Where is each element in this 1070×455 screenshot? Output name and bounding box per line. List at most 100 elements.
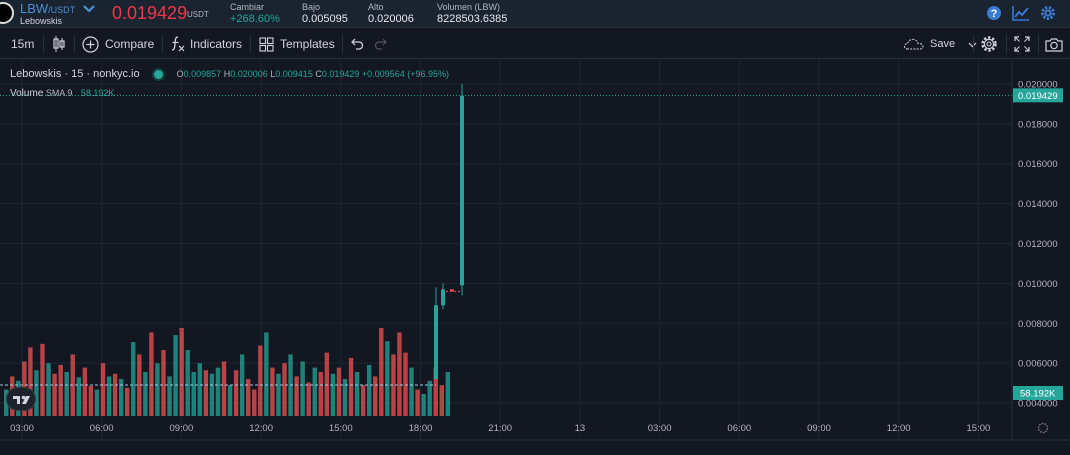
stat-high: Alto 0.020006 [368,2,414,25]
undo-icon [351,38,364,50]
candle-body [441,289,445,306]
pair-quote: /USDT [48,5,76,15]
volume-bar [112,373,118,416]
settings-icon[interactable] [1040,5,1056,21]
time-tick-label: 09:00 [170,423,194,434]
volume-bar [336,367,342,416]
volume-bar [391,354,396,416]
candle-body [460,95,464,286]
camera-icon [1045,37,1063,52]
price-tick-label: 0.012000 [1018,239,1058,250]
volume-bar [367,364,372,416]
tradingview-logo-icon [13,395,30,404]
chart-grid [0,60,1012,440]
series-title: Lebowskis · 15 · nonkyc.io [10,68,140,80]
fullscreen-button[interactable] [1014,29,1030,59]
tradingview-logo[interactable] [6,387,36,411]
volume-bar [76,377,81,416]
volume-bar [403,352,408,416]
volume-bar [258,345,263,416]
candle-body [434,305,438,380]
ohlc-high: 0.020006 [230,69,268,79]
volume-bar [179,328,184,416]
chart-line-icon[interactable] [1012,5,1030,21]
volume-bar [118,379,124,416]
volume-bar [300,361,305,416]
stat-label: Alto [368,2,384,12]
volume-bar [354,372,360,416]
time-tick-label: 15:00 [967,423,991,434]
toolbar-divider [74,35,75,53]
ohlc-high-label: H [223,69,231,79]
ohlc-open-label: O [176,69,184,79]
toolbar-divider [973,35,974,53]
chart-settings-button[interactable] [980,29,998,59]
time-tick-label: 12:00 [887,423,911,434]
price-tick-label: 0.018000 [1018,119,1058,130]
volume-bar [28,347,33,416]
price-chart[interactable]: 0.020000 0.018000 0.016000 0.014000 0.012000… [0,60,1070,455]
toolbar-divider [342,35,343,53]
candles-icon [53,36,65,52]
last-price: 0.019429 [112,3,188,23]
price-unit: USDT [187,10,209,19]
time-axis-settings-icon [1037,422,1049,434]
price-tick-label: 0.004000 [1018,399,1058,410]
compare-button[interactable]: Compare [82,29,154,59]
toolbar-divider [250,35,251,53]
chevron-down-icon[interactable] [968,40,977,49]
price-tick-label: 0.016000 [1018,159,1058,170]
chevron-down-icon[interactable] [82,2,96,16]
stat-change: Cambiar +268.60% [230,2,280,25]
volume-bar [131,342,136,416]
volume-bar [282,363,287,416]
templates-button[interactable]: Templates [259,29,335,59]
price-axis[interactable]: 0.020000 0.018000 0.016000 0.014000 0.012000… [1011,60,1070,455]
redo-button[interactable] [374,29,388,59]
templates-label: Templates [280,37,335,51]
volume-label: Volume [10,88,44,99]
compare-label: Compare [105,37,155,51]
time-tick-label: 18:00 [409,423,433,434]
candle-type-button[interactable] [52,29,66,59]
time-axis[interactable]: 03:00 06:00 09:00 12:00 15:00 18:00 21:00 13 03:… [0,422,1070,441]
volume-bar [397,332,402,416]
volume-bar [276,373,281,416]
series-legend: Lebowskis · 15 · nonkyc.io O0.009857 H0.… [10,68,449,80]
price-tick-label: 0.014000 [1018,199,1058,210]
indicators-button[interactable]: Indicators [170,29,242,59]
ohlc-change: +0.009564 (+96.95%) [361,69,449,79]
stat-volume: Volumen (LBW) 8228503.6385 [437,2,507,25]
snapshot-button[interactable] [1045,29,1063,59]
volume-bar [167,376,172,416]
price-lines [0,94,1012,386]
volume-bar [203,370,209,416]
volume-bar [246,379,251,416]
fullscreen-icon [1014,36,1030,52]
redo-icon [374,38,387,50]
stat-label: Bajo [302,2,321,12]
volume-bar [445,372,451,416]
time-tick-label: 13 [575,423,586,434]
gear-icon [981,36,997,52]
volume-bar [173,335,178,416]
volume-bar [149,332,154,416]
toolbar-divider [43,35,44,53]
save-button[interactable]: Save [903,29,977,59]
interval-button[interactable]: 15m [11,37,35,51]
volume-bar [64,372,69,416]
volume-bar [100,363,106,416]
volume-bar [342,379,348,416]
save-label: Save [930,38,956,50]
volume-bar [233,370,239,416]
pair-selector[interactable]: LBW/USDT [20,1,75,16]
help-icon[interactable]: ? [986,5,1002,21]
volume-bar [155,363,160,416]
volume-bar [409,367,414,416]
stat-label: Volumen (LBW) [437,2,501,12]
stat-value: 8228503.6385 [437,13,508,25]
time-tick-label: 03:00 [648,423,672,434]
price-tick-label: 0.008000 [1018,319,1058,330]
undo-button[interactable] [350,29,364,59]
volume-bar [348,357,354,416]
